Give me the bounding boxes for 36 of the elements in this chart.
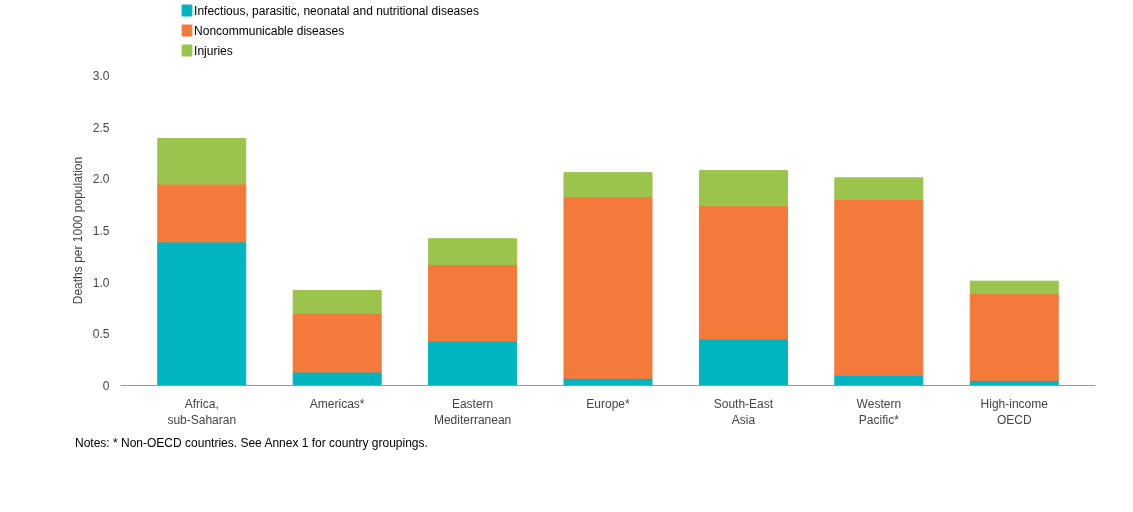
y-axis-title: Deaths per 1000 population [70,156,85,305]
x-tick-label: Western Pacific* [856,396,902,428]
legend-label: Infectious, parasitic, neonatal and nutritional diseases [194,3,479,18]
bar [698,170,788,207]
bar [292,312,382,373]
y-tick-label: 3.0 [92,69,110,83]
bar [292,289,382,314]
bar [157,183,247,243]
x-tick-label: High-income OECD [980,396,1049,428]
x-tick-label: Africa, sub-Saharan [167,396,237,428]
bar [157,138,247,185]
y-tick-label: 1.0 [92,275,110,290]
y-tick-label: 2.0 [92,172,110,187]
bar [969,280,1059,295]
text: Notes: * Non-OECD countries. See Annex 1 for country groupings. [75,435,428,452]
bar [428,238,518,266]
bar [157,241,247,386]
bar [563,172,653,197]
y-tick-label: 2.5 [92,120,110,135]
x-tick-label: Americas* [309,396,365,411]
bar [834,177,924,200]
legend-label: Noncommunicable diseases [194,23,345,38]
bar [563,195,653,379]
bar [834,199,924,376]
y-tick-label: 0 [102,379,110,393]
y-tick-label: 0.5 [92,327,110,342]
x-tick-label: Europe* [586,396,631,411]
y-tick-label: 1.5 [92,224,110,238]
x-tick-label: South-East Asia [713,396,774,428]
bar [428,340,518,386]
bar [428,264,518,342]
x-tick-label: Eastern Mediterranean [433,396,512,428]
bar [969,293,1059,381]
legend-label: Injuries [194,43,233,58]
bar [698,205,788,340]
bar [698,338,788,386]
